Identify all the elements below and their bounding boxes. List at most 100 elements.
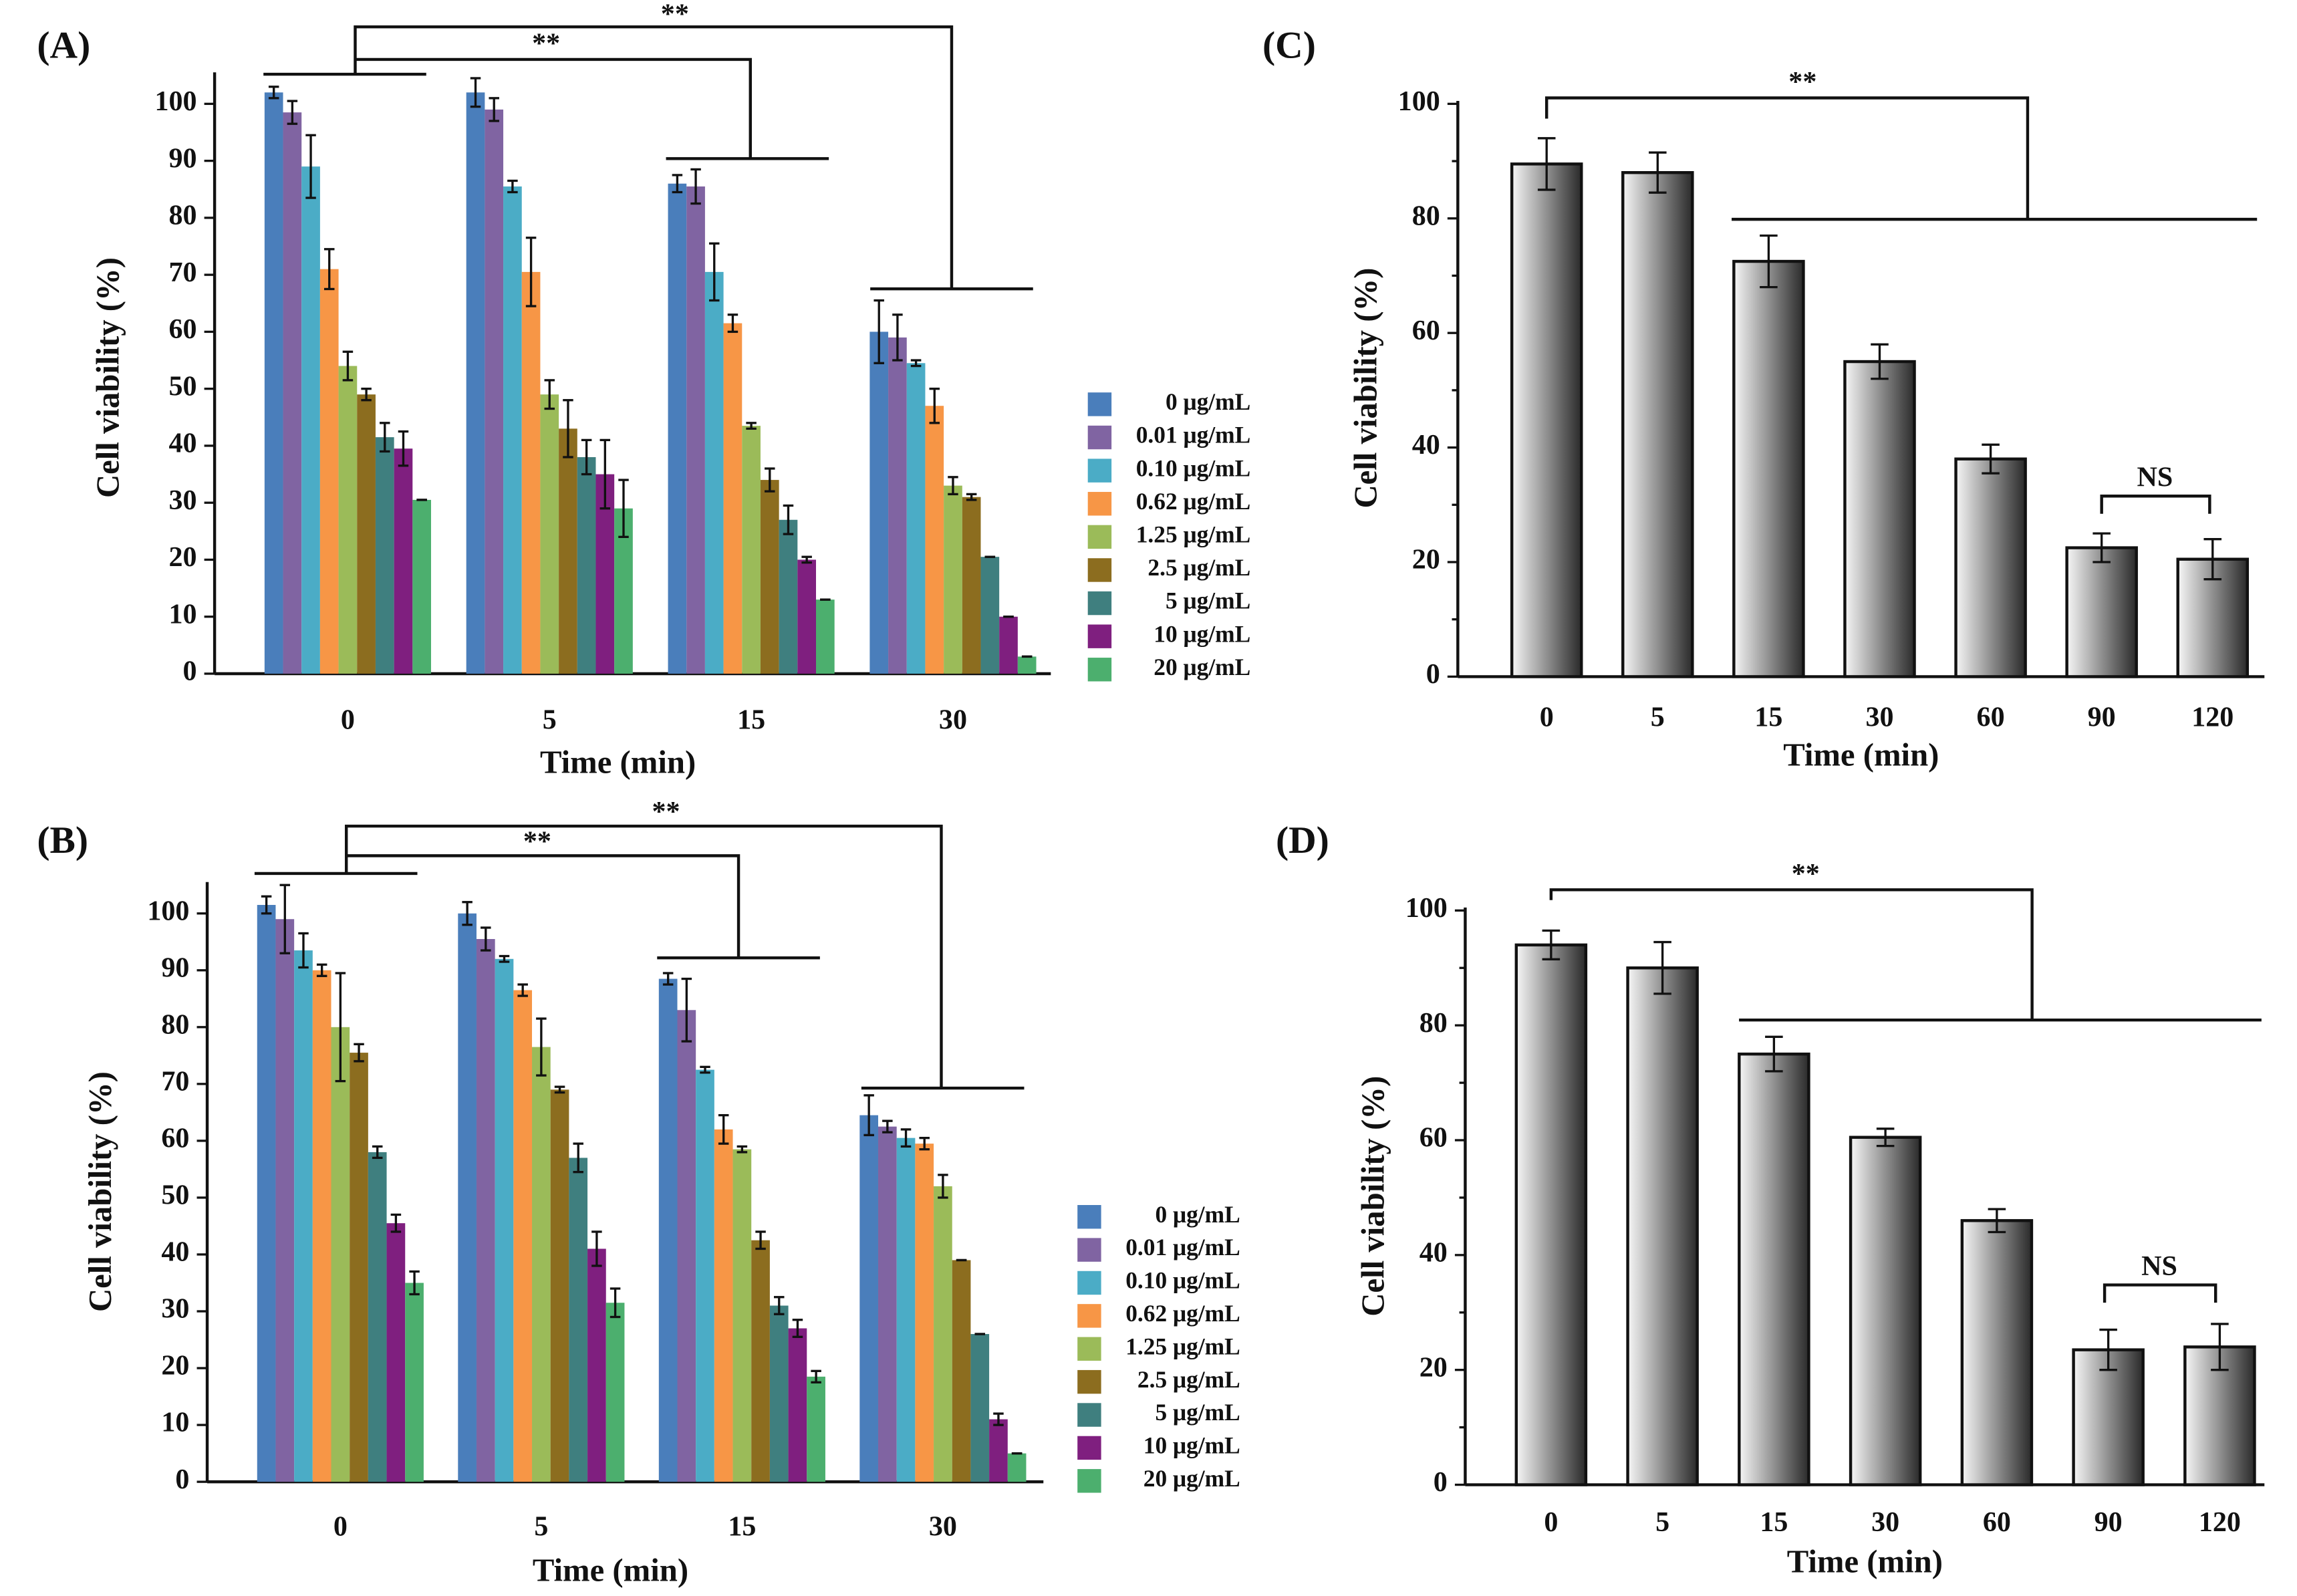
bar xyxy=(807,1376,825,1482)
y-tick-label: 60 xyxy=(161,1123,189,1154)
significance-label: NS xyxy=(2141,1251,2177,1282)
bar xyxy=(1510,162,1583,678)
x-tick-label: 0 xyxy=(333,1512,348,1543)
legend-swatch xyxy=(1077,1238,1101,1262)
panel-label: (A) xyxy=(37,25,90,67)
y-tick-label: 20 xyxy=(161,1351,189,1381)
bar xyxy=(925,406,944,674)
legend-swatch xyxy=(1077,1369,1101,1394)
bar xyxy=(577,456,596,674)
y-axis-label: Cell viability (%) xyxy=(90,257,126,498)
y-tick-label: 20 xyxy=(168,542,196,573)
bar xyxy=(1626,966,1699,1486)
x-tick-label: 120 xyxy=(2199,1507,2241,1538)
bar xyxy=(521,271,541,674)
bar xyxy=(704,271,724,674)
bar xyxy=(301,166,320,674)
bar xyxy=(742,426,761,674)
bar xyxy=(714,1129,733,1482)
legend-swatch xyxy=(1087,392,1112,416)
y-tick-label: 10 xyxy=(161,1408,189,1438)
bar xyxy=(970,1334,990,1482)
significance-bracket xyxy=(1545,96,2030,220)
y-tick-label: 100 xyxy=(147,896,189,926)
bar xyxy=(2065,546,2138,678)
bar xyxy=(264,92,283,674)
y-tick-label: 0 xyxy=(1434,1467,1448,1498)
significance-label: NS xyxy=(2137,462,2173,493)
legend-label: 0.10 μg/mL xyxy=(1136,454,1251,481)
bar xyxy=(1954,457,2027,678)
y-tick-label: 40 xyxy=(168,428,196,459)
y-tick-label: 30 xyxy=(161,1294,189,1325)
significance-label: ** xyxy=(652,797,680,827)
bar xyxy=(751,1240,770,1482)
x-tick-label: 30 xyxy=(1865,702,1893,733)
y-tick-label: 80 xyxy=(168,201,196,231)
y-tick-label: 50 xyxy=(168,371,196,402)
bar xyxy=(1017,656,1037,674)
bar xyxy=(375,437,394,674)
y-tick-label: 90 xyxy=(161,952,189,983)
legend-label: 10 μg/mL xyxy=(1154,620,1250,647)
x-axis-label: Time (min) xyxy=(540,744,696,780)
bar xyxy=(386,1223,406,1482)
y-tick-label: 80 xyxy=(1412,201,1440,231)
significance-bracket xyxy=(2103,1283,2217,1303)
bar xyxy=(980,557,1000,674)
bar xyxy=(1960,1219,2034,1486)
bar xyxy=(896,1138,916,1482)
bar xyxy=(495,958,514,1482)
bar xyxy=(532,1047,551,1482)
y-tick-label: 0 xyxy=(183,656,197,687)
bar xyxy=(878,1126,897,1482)
x-axis-label: Time (min) xyxy=(533,1553,688,1589)
legend-swatch xyxy=(1077,1271,1101,1295)
x-axis-label: Time (min) xyxy=(1783,737,1939,773)
bar xyxy=(1007,1453,1027,1482)
bar xyxy=(540,394,559,674)
bar xyxy=(677,1010,696,1482)
bar xyxy=(357,394,376,674)
bar xyxy=(275,919,295,1482)
bar xyxy=(559,428,577,674)
bar xyxy=(915,1144,934,1482)
legend-label: 10 μg/mL xyxy=(1143,1432,1240,1459)
legend-swatch xyxy=(1077,1469,1101,1493)
bar xyxy=(869,331,889,674)
bar xyxy=(569,1158,588,1482)
legend-swatch xyxy=(1087,425,1112,450)
panel-label: (D) xyxy=(1276,819,1329,861)
bar xyxy=(503,186,522,674)
significance-bracket xyxy=(355,57,752,159)
y-tick-label: 20 xyxy=(1420,1352,1448,1383)
legend-label: 1.25 μg/mL xyxy=(1136,521,1251,547)
legend-swatch xyxy=(1087,492,1112,516)
x-tick-label: 90 xyxy=(2095,1507,2123,1538)
bar xyxy=(999,616,1018,674)
significance-bracket xyxy=(346,854,740,958)
legend-swatch xyxy=(1077,1337,1101,1361)
bar xyxy=(466,92,485,674)
x-tick-label: 60 xyxy=(1977,702,2005,733)
x-tick-label: 0 xyxy=(341,705,355,736)
y-tick-label: 70 xyxy=(168,257,196,288)
y-axis-label: Cell viability (%) xyxy=(82,1071,118,1312)
x-tick-label: 0 xyxy=(1540,702,1554,733)
legend-swatch xyxy=(1087,558,1112,582)
y-tick-label: 30 xyxy=(168,485,196,516)
panel-label: (C) xyxy=(1262,25,1316,67)
bar xyxy=(331,1027,350,1482)
x-tick-label: 30 xyxy=(1871,1507,1899,1538)
legend-swatch xyxy=(1077,1436,1101,1460)
y-tick-label: 100 xyxy=(1405,893,1448,924)
x-tick-label: 5 xyxy=(534,1512,548,1543)
bar xyxy=(1621,171,1694,678)
y-tick-label: 100 xyxy=(1398,86,1440,117)
bar xyxy=(952,1260,971,1482)
y-tick-label: 100 xyxy=(154,86,196,117)
significance-label: ** xyxy=(1792,859,1820,890)
bar xyxy=(732,1149,752,1482)
y-tick-label: 40 xyxy=(161,1237,189,1268)
bar xyxy=(658,978,678,1482)
